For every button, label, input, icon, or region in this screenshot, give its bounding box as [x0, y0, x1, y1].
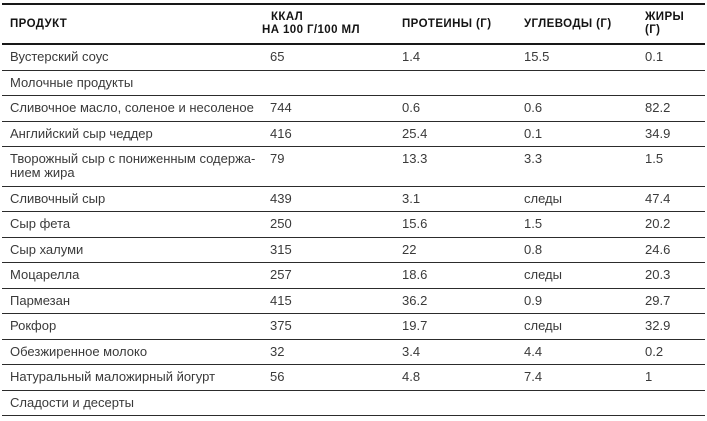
column-header-kcal: ККАЛ НА 100 Г/100 МЛ: [262, 4, 394, 44]
product-cell: Пармезан: [10, 292, 71, 308]
table-row: Пармезан 415 36.2 0.9 29.7: [2, 288, 705, 314]
fat-cell: 1.5: [645, 151, 664, 166]
product-cell: Творожный сыр с пониженным содержа- нием…: [10, 151, 256, 180]
product-cell: Моцарелла: [10, 267, 80, 282]
kcal-cell: 32: [270, 343, 285, 359]
carbs-cell: 1.5: [524, 216, 543, 231]
fat-cell: 82.2: [645, 100, 671, 115]
table-row: Натуральный маложирный йогурт 56 4.8 7.4…: [2, 365, 705, 390]
column-header-protein: ПРОТЕИНЫ (Г): [402, 17, 492, 30]
product-cell: Сыр халуми: [10, 241, 84, 257]
table-row: Английский сыр чеддер 416 25.4 0.1 34.9: [2, 121, 705, 147]
section-row: Молочные продукты: [2, 70, 705, 96]
product-cell: Обезжиренное молоко: [10, 343, 148, 359]
fat-cell: 24.6: [645, 241, 671, 257]
table-body: Вустерский соус 65 1.4 15.5 0.1 Молочные…: [2, 44, 705, 416]
fat-cell: 29.7: [645, 292, 671, 308]
carbs-cell: 0.9: [524, 292, 543, 308]
kcal-cell: 257: [270, 267, 292, 282]
section-label: Сладости и десерты: [10, 394, 135, 410]
kcal-cell: 744: [270, 100, 292, 115]
carbs-cell: 4.4: [524, 343, 543, 359]
product-cell: Натуральный маложирный йогурт: [10, 369, 216, 384]
product-cell: Сыр фета: [10, 216, 71, 231]
carbs-cell: 0.6: [524, 100, 543, 115]
table-row: Обезжиренное молоко 32 3.4 4.4 0.2: [2, 339, 705, 365]
protein-cell: 1.4: [402, 49, 421, 64]
carbs-cell: 0.1: [524, 125, 543, 141]
product-cell: Вустерский соус: [10, 49, 109, 64]
protein-cell: 25.4: [402, 125, 428, 141]
table-row: Моцарелла 257 18.6 следы 20.3: [2, 263, 705, 288]
kcal-cell: 65: [270, 49, 285, 64]
table-row: Сыр халуми 315 22 0.8 24.6: [2, 237, 705, 263]
carbs-cell: 15.5: [524, 49, 550, 64]
table-row: Сыр фета 250 15.6 1.5 20.2: [2, 212, 705, 237]
fat-cell: 47.4: [645, 190, 671, 206]
fat-cell: 34.9: [645, 125, 671, 141]
fat-cell: 1: [645, 369, 653, 384]
product-cell: Сливочный сыр: [10, 190, 106, 206]
carbs-cell: следы: [524, 267, 562, 282]
protein-cell: 4.8: [402, 369, 421, 384]
protein-cell: 3.4: [402, 343, 421, 359]
fat-cell: 32.9: [645, 318, 671, 333]
protein-cell: 18.6: [402, 267, 428, 282]
kcal-cell: 56: [270, 369, 285, 384]
table-row: Сливочный сыр 439 3.1 следы 47.4: [2, 186, 705, 212]
column-header-product: ПРОДУКТ: [10, 17, 68, 30]
protein-cell: 13.3: [402, 151, 428, 166]
header-row: ПРОДУКТ ККАЛ НА 100 Г/100 МЛ ПРОТЕИНЫ (Г…: [2, 4, 705, 44]
protein-cell: 22: [402, 241, 417, 257]
section-row: Сладости и десерты: [2, 390, 705, 416]
table-row: Вустерский соус 65 1.4 15.5 0.1: [2, 44, 705, 70]
table-header: ПРОДУКТ ККАЛ НА 100 Г/100 МЛ ПРОТЕИНЫ (Г…: [2, 4, 705, 44]
protein-cell: 15.6: [402, 216, 428, 231]
kcal-cell: 416: [270, 125, 292, 141]
carbs-cell: 3.3: [524, 151, 543, 166]
kcal-cell: 375: [270, 318, 292, 333]
fat-cell: 0.2: [645, 343, 664, 359]
fat-cell: 20.3: [645, 267, 671, 282]
table-row: Сливочное масло, соленое и несоленое 744…: [2, 96, 705, 121]
fat-cell: 20.2: [645, 216, 671, 231]
kcal-cell: 415: [270, 292, 292, 308]
carbs-cell: 0.8: [524, 241, 543, 257]
product-cell: Сливочное масло, соленое и несоленое: [10, 100, 254, 115]
kcal-cell: 79: [270, 151, 285, 166]
protein-cell: 0.6: [402, 100, 421, 115]
table-row: Творожный сыр с пониженным содержа- нием…: [2, 147, 705, 186]
product-cell: Английский сыр чеддер: [10, 125, 153, 141]
column-header-fat: ЖИРЫ (Г): [645, 11, 685, 36]
nutrition-table: ПРОДУКТ ККАЛ НА 100 Г/100 МЛ ПРОТЕИНЫ (Г…: [2, 3, 705, 416]
carbs-cell: следы: [524, 190, 562, 206]
product-cell: Рокфор: [10, 318, 57, 333]
carbs-cell: следы: [524, 318, 562, 333]
protein-cell: 19.7: [402, 318, 428, 333]
kcal-cell: 250: [270, 216, 292, 231]
table-row: Рокфор 375 19.7 следы 32.9: [2, 314, 705, 339]
kcal-cell: 439: [270, 190, 292, 206]
carbs-cell: 7.4: [524, 369, 543, 384]
column-header-carbs: УГЛЕВОДЫ (Г): [524, 17, 612, 30]
protein-cell: 3.1: [402, 190, 421, 206]
kcal-header-line1: ККАЛ: [271, 11, 304, 23]
protein-cell: 36.2: [402, 292, 428, 308]
kcal-cell: 315: [270, 241, 292, 257]
kcal-header-line2: НА 100 Г/100 МЛ: [262, 24, 360, 36]
fat-cell: 0.1: [645, 49, 664, 64]
section-label: Молочные продукты: [10, 74, 134, 90]
